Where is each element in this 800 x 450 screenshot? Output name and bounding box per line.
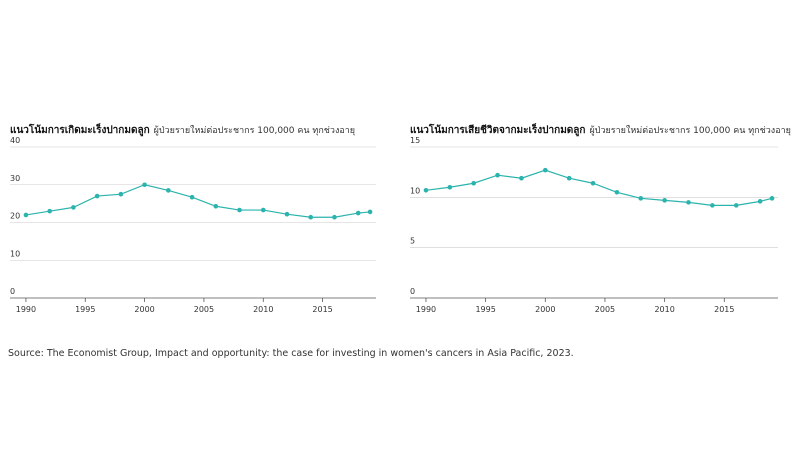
point — [47, 208, 52, 214]
chart-subtitle: ผู้ป่วยรายใหม่ต่อประชากร 100,000 คน ทุกช… — [589, 125, 790, 136]
x-tick-label: 1995 — [475, 305, 495, 314]
y-tick-label: 40 — [10, 136, 20, 145]
chart-title: แนวโน้มการเกิดมะเร็งปากมดลูก ผู้ป่วยรายให… — [10, 122, 355, 137]
point — [638, 196, 644, 201]
y-tick-label: 0 — [410, 287, 415, 296]
point — [367, 209, 373, 215]
point — [284, 211, 290, 217]
x-tick-label: 1990 — [16, 305, 36, 314]
point — [213, 203, 219, 209]
point — [237, 207, 242, 213]
point — [332, 214, 337, 220]
y-tick-label: 20 — [10, 212, 20, 221]
x-tick-label: 2015 — [714, 305, 734, 314]
x-tick-label: 2010 — [654, 305, 674, 314]
x-tick-label: 2000 — [535, 305, 555, 314]
y-tick-label: 30 — [10, 174, 20, 183]
x-tick-label: 2005 — [595, 305, 615, 314]
point — [423, 187, 429, 193]
x-tick-label: 1995 — [75, 305, 95, 314]
point — [166, 188, 171, 193]
point — [614, 190, 620, 195]
source-note: Source: The Economist Group, Impact and … — [8, 348, 574, 359]
point — [118, 191, 124, 197]
point — [733, 203, 739, 208]
point — [566, 175, 572, 181]
point — [71, 205, 76, 210]
point — [543, 167, 548, 173]
chart-title: แนวโน้มการเสียชีวิตจากมะเร็งปากมดลูก ผู้ป… — [410, 122, 791, 137]
x-tick-label: 2000 — [134, 305, 154, 314]
y-tick-label: 10 — [410, 186, 420, 195]
point — [710, 203, 715, 208]
line — [425, 169, 773, 206]
point — [189, 194, 195, 200]
point — [471, 180, 477, 186]
y-tick-label: 10 — [10, 249, 20, 258]
chart-title: แนวโน้มการเกิดมะเร็งปากมดลูก — [10, 122, 150, 137]
line — [25, 184, 371, 218]
y-tick-label: 5 — [410, 237, 415, 246]
point — [447, 184, 453, 190]
point — [23, 212, 29, 218]
point — [94, 193, 100, 199]
point — [757, 199, 763, 204]
point — [519, 175, 524, 181]
point — [769, 196, 775, 201]
x-tick-label: 2015 — [312, 305, 332, 314]
x-tick-label: 2005 — [194, 305, 214, 314]
point — [686, 200, 691, 205]
point — [308, 214, 314, 220]
point — [260, 207, 266, 213]
chart-title: แนวโน้มการเสียชีวิตจากมะเร็งปากมดลูก — [410, 122, 585, 137]
y-tick-label: 0 — [10, 287, 15, 296]
point — [495, 172, 500, 178]
point — [590, 180, 596, 186]
y-tick-label: 15 — [410, 136, 420, 145]
point — [142, 182, 147, 188]
point — [662, 198, 667, 203]
point — [355, 210, 361, 216]
chart-subtitle: ผู้ป่วยรายใหม่ต่อประชากร 100,000 คน ทุกช… — [154, 125, 355, 136]
x-tick-label: 1990 — [416, 305, 436, 314]
x-tick-label: 2010 — [253, 305, 273, 314]
